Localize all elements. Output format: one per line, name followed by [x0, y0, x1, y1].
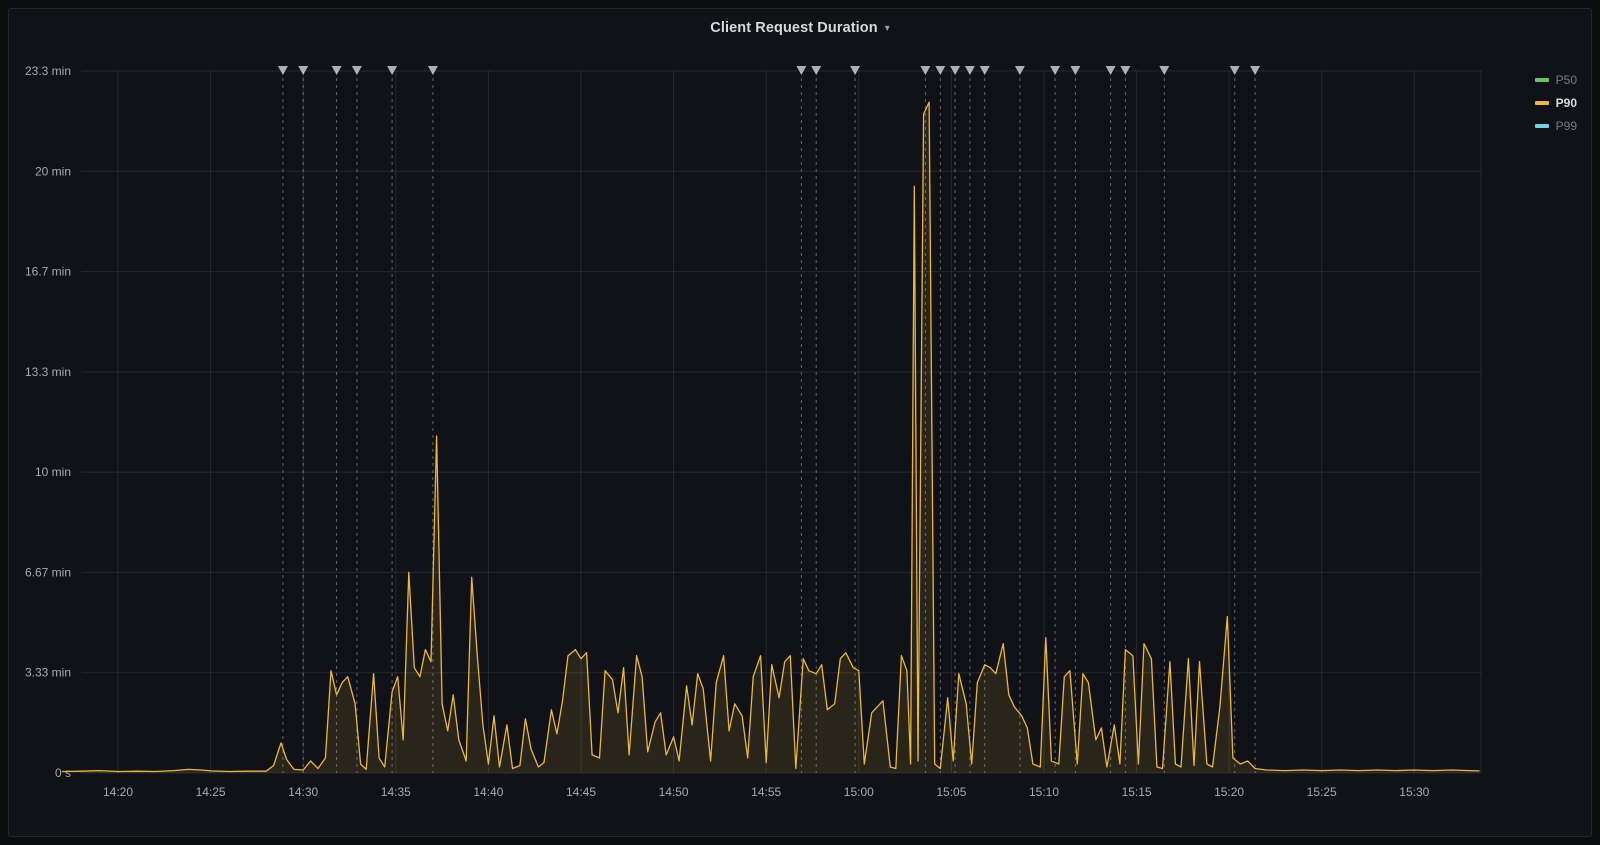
annotation-marker-icon[interactable]	[1070, 66, 1081, 75]
y-tick-label: 0 s	[55, 766, 71, 780]
annotation-marker-icon[interactable]	[964, 66, 975, 75]
y-tick-label: 3.33 min	[25, 666, 71, 680]
annotation-marker-icon[interactable]	[277, 66, 288, 75]
x-tick-label: 14:50	[659, 785, 689, 799]
panel-title: Client Request Duration	[710, 20, 878, 36]
time-series-plot[interactable]: 0 s 3.33 min 6.67 min 10 min 13.3 min 16.7 mi…	[9, 47, 1591, 836]
panel-title-menu[interactable]: Client Request Duration ▾	[702, 18, 897, 38]
legend-label: P50	[1555, 73, 1577, 87]
x-tick-label: 14:45	[566, 785, 596, 799]
x-tick-label: 14:20	[103, 785, 133, 799]
x-tick-label: 15:20	[1214, 785, 1244, 799]
x-tick-label: 15:30	[1399, 785, 1429, 799]
x-tick-label: 15:10	[1029, 785, 1059, 799]
legend-swatch-icon	[1534, 78, 1549, 82]
legend-item-p90[interactable]: P90	[1534, 96, 1577, 110]
y-tick-label: 10 min	[35, 465, 71, 479]
x-tick-label: 14:30	[288, 785, 318, 799]
annotation-marker-icon[interactable]	[950, 66, 961, 75]
annotation-marker-icon[interactable]	[1250, 66, 1261, 75]
y-tick-label: 20 min	[35, 164, 71, 178]
x-tick-label: 14:40	[473, 785, 503, 799]
annotation-marker-icon[interactable]	[1105, 66, 1116, 75]
legend-label: P90	[1555, 96, 1577, 110]
legend-swatch-icon	[1534, 124, 1549, 128]
x-tick-label: 15:00	[844, 785, 874, 799]
annotation-marker-icon[interactable]	[796, 66, 807, 75]
annotation-marker-icon[interactable]	[920, 66, 931, 75]
y-tick-label: 6.67 min	[25, 565, 71, 579]
y-tick-label: 13.3 min	[25, 365, 71, 379]
x-tick-label: 14:25	[196, 785, 226, 799]
panel-header: Client Request Duration ▾	[9, 9, 1591, 47]
annotation-marker-icon[interactable]	[811, 66, 822, 75]
chevron-down-icon: ▾	[884, 23, 890, 34]
panel-client-request-duration: Client Request Duration ▾ 0 s 3.33 min 6.6…	[8, 8, 1592, 837]
legend-item-p99[interactable]: P99	[1534, 119, 1577, 133]
annotation-marker-icon[interactable]	[427, 66, 438, 75]
x-tick-label: 15:05	[936, 785, 966, 799]
series-p90-line	[61, 101, 1480, 773]
x-tick-label: 14:35	[381, 785, 411, 799]
annotation-marker-icon[interactable]	[331, 66, 342, 75]
y-tick-label: 16.7 min	[25, 265, 71, 279]
annotation-marker-icon[interactable]	[298, 66, 309, 75]
annotation-marker-icon[interactable]	[1014, 66, 1025, 75]
legend: P50 P90 P99	[1534, 73, 1577, 133]
annotation-marker-icon[interactable]	[935, 66, 946, 75]
annotation-marker-icon[interactable]	[1120, 66, 1131, 75]
annotation-marker-icon[interactable]	[979, 66, 990, 75]
annotation-marker-icon[interactable]	[1229, 66, 1240, 75]
chart-area: 0 s 3.33 min 6.67 min 10 min 13.3 min 16.7 mi…	[9, 47, 1591, 836]
x-tick-label: 15:15	[1122, 785, 1152, 799]
annotation-marker-icon[interactable]	[1159, 66, 1170, 75]
y-tick-label: 23.3 min	[25, 64, 71, 78]
legend-item-p50[interactable]: P50	[1534, 73, 1577, 87]
legend-label: P99	[1555, 119, 1577, 133]
x-tick-label: 15:25	[1307, 785, 1337, 799]
x-tick-label: 14:55	[751, 785, 781, 799]
legend-swatch-icon	[1534, 101, 1549, 105]
annotation-marker-icon[interactable]	[351, 66, 362, 75]
annotation-marker-icon[interactable]	[1050, 66, 1061, 75]
annotation-marker-icon[interactable]	[387, 66, 398, 75]
annotation-marker-icon[interactable]	[850, 66, 861, 75]
